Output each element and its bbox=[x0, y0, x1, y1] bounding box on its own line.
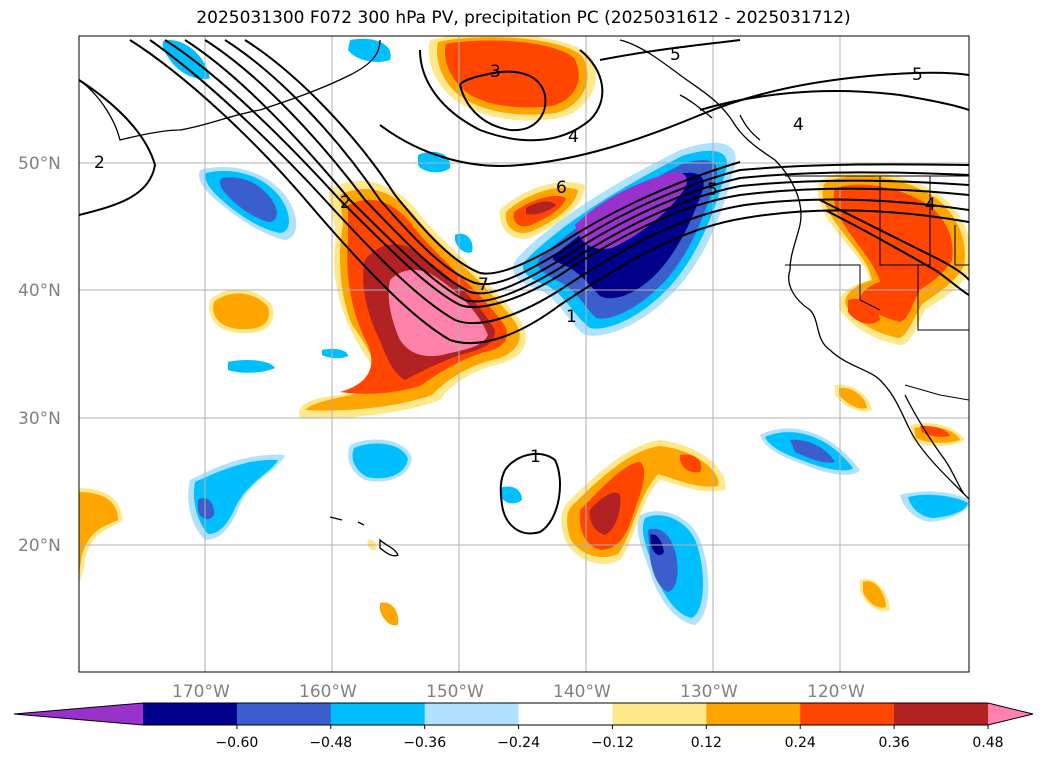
plot-area: 2 2 3 4 4 4 5 5 5 6 7 1 1 bbox=[79, 36, 969, 672]
colorbar-tick-label: −0.12 bbox=[591, 735, 634, 751]
colorbar-extend-min bbox=[14, 703, 143, 725]
contour-label: 5 bbox=[912, 65, 923, 85]
contour-label: 1 bbox=[530, 447, 541, 467]
lon-label: 140°W bbox=[553, 682, 611, 702]
contour-label: 2 bbox=[340, 193, 351, 213]
contour-label: 4 bbox=[793, 115, 804, 135]
pv-contours bbox=[79, 39, 969, 535]
colorbar-tick-label: 0.36 bbox=[879, 735, 910, 751]
colorbar-tick-label: −0.36 bbox=[403, 735, 446, 751]
lat-label: 30°N bbox=[18, 409, 61, 429]
latitude-labels: 50°N 40°N 30°N 20°N bbox=[18, 154, 61, 556]
pv-contour-labels: 2 2 3 4 4 4 5 5 5 6 7 1 1 bbox=[94, 45, 936, 467]
precip-fill-layer bbox=[79, 36, 969, 626]
colorbar-tick-label: 0.48 bbox=[972, 735, 1003, 751]
colorbar-swatch bbox=[612, 703, 707, 725]
colorbar-tick-label: −0.24 bbox=[497, 735, 540, 751]
colorbar: −0.60 −0.48 −0.36 −0.24 −0.12 0.12 0.24 0.36 0.4… bbox=[13, 702, 1034, 751]
contour-label: 5 bbox=[670, 45, 681, 65]
lon-label: 120°W bbox=[807, 682, 865, 702]
colorbar-outline bbox=[13, 702, 1034, 726]
colorbar-swatch bbox=[518, 703, 613, 725]
colorbar-extend-max bbox=[988, 703, 1033, 725]
contour-label: 4 bbox=[925, 195, 936, 215]
contour-label: 6 bbox=[556, 178, 567, 198]
map-grid bbox=[79, 36, 969, 672]
lon-label: 160°W bbox=[299, 682, 357, 702]
colorbar-swatch bbox=[236, 703, 332, 725]
lon-label: 150°W bbox=[426, 682, 484, 702]
lon-label: 170°W bbox=[172, 682, 230, 702]
colorbar-tick-label: 0.12 bbox=[691, 735, 722, 751]
colorbar-swatch bbox=[894, 703, 989, 725]
political-borders bbox=[785, 175, 969, 401]
contour-label: 1 bbox=[566, 307, 577, 327]
colorbar-tick-label: −0.48 bbox=[309, 735, 352, 751]
longitude-labels: 170°W 160°W 150°W 140°W 130°W 120°W bbox=[172, 682, 865, 702]
colorbar-swatch bbox=[330, 703, 426, 725]
contour-label: 7 bbox=[478, 275, 489, 295]
colorbar-swatch bbox=[424, 703, 520, 725]
lon-label: 130°W bbox=[680, 682, 738, 702]
coastlines bbox=[79, 39, 969, 557]
map-title: 2025031300 F072 300 hPa PV, precipitatio… bbox=[196, 8, 851, 28]
lat-label: 40°N bbox=[18, 281, 61, 301]
plot-frame bbox=[78, 35, 970, 673]
colorbar-swatch bbox=[800, 703, 895, 725]
lat-label: 50°N bbox=[18, 154, 61, 174]
contour-label: 2 bbox=[94, 153, 105, 173]
colorbar-tick-label: −0.60 bbox=[215, 735, 258, 751]
contour-label: 4 bbox=[568, 127, 579, 147]
lat-label: 20°N bbox=[18, 536, 61, 556]
colorbar-tick-label: 0.24 bbox=[785, 735, 816, 751]
contour-label: 3 bbox=[490, 62, 501, 82]
contour-label: 5 bbox=[707, 180, 718, 200]
colorbar-swatch bbox=[143, 703, 238, 725]
colorbar-swatch bbox=[706, 703, 801, 725]
